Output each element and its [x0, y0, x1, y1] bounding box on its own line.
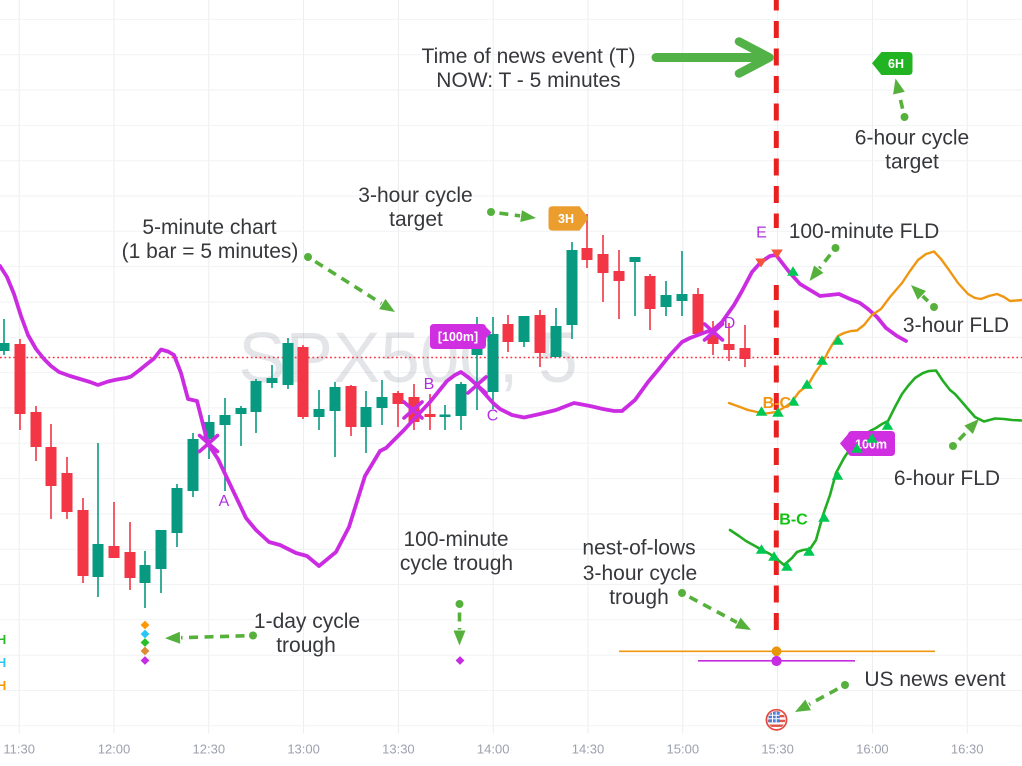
svg-text:100-minute: 100-minute — [403, 528, 508, 551]
svg-text:E: E — [756, 225, 767, 242]
svg-text:NOW: T - 5 minutes: NOW: T - 5 minutes — [436, 69, 620, 92]
svg-text:14:30: 14:30 — [572, 742, 605, 757]
svg-text:13:00: 13:00 — [287, 742, 320, 757]
svg-text:15:00: 15:00 — [667, 742, 700, 757]
svg-text:cycle trough: cycle trough — [400, 552, 513, 575]
svg-text:1-day cycle: 1-day cycle — [254, 610, 360, 633]
svg-text:trough: trough — [609, 586, 669, 609]
svg-text:H: H — [0, 655, 6, 670]
svg-text:3-hour cycle: 3-hour cycle — [358, 184, 472, 207]
svg-text:11:30: 11:30 — [3, 742, 35, 757]
svg-text:6-hour FLD: 6-hour FLD — [894, 467, 1000, 490]
svg-text:100-minute FLD: 100-minute FLD — [789, 220, 940, 243]
svg-text:target: target — [389, 208, 443, 231]
svg-text:3-hour cycle: 3-hour cycle — [583, 562, 697, 585]
svg-text:6-hour cycle: 6-hour cycle — [855, 127, 969, 150]
svg-text:H: H — [0, 678, 6, 693]
svg-text:B: B — [424, 376, 435, 393]
svg-text:(1 bar = 5 minutes): (1 bar = 5 minutes) — [122, 240, 299, 263]
svg-text:6H: 6H — [888, 57, 904, 71]
svg-text:100m: 100m — [855, 438, 887, 452]
svg-text:H: H — [0, 632, 6, 647]
svg-text:B-C: B-C — [763, 395, 792, 412]
svg-text:16:30: 16:30 — [951, 742, 984, 757]
svg-text:14:00: 14:00 — [477, 742, 510, 757]
svg-text:15:30: 15:30 — [761, 742, 794, 757]
svg-text:B-C: B-C — [779, 512, 808, 529]
svg-text:target: target — [885, 151, 939, 174]
svg-text:12:00: 12:00 — [98, 742, 131, 757]
svg-text:3-hour FLD: 3-hour FLD — [903, 314, 1009, 337]
svg-text:3H: 3H — [558, 212, 574, 226]
svg-text:D: D — [724, 315, 736, 332]
svg-text:trough: trough — [276, 634, 336, 657]
svg-text:A: A — [219, 493, 230, 510]
svg-text:nest-of-lows: nest-of-lows — [582, 537, 695, 560]
svg-text:16:00: 16:00 — [856, 742, 889, 757]
svg-text:Time of news event (T): Time of news event (T) — [422, 45, 636, 68]
svg-text:5-minute chart: 5-minute chart — [142, 216, 276, 239]
svg-text:US news event: US news event — [864, 668, 1005, 691]
svg-text:[100m]: [100m] — [438, 330, 478, 344]
svg-text:C: C — [487, 408, 499, 425]
svg-text:12:30: 12:30 — [193, 742, 226, 757]
svg-text:13:30: 13:30 — [382, 742, 415, 757]
